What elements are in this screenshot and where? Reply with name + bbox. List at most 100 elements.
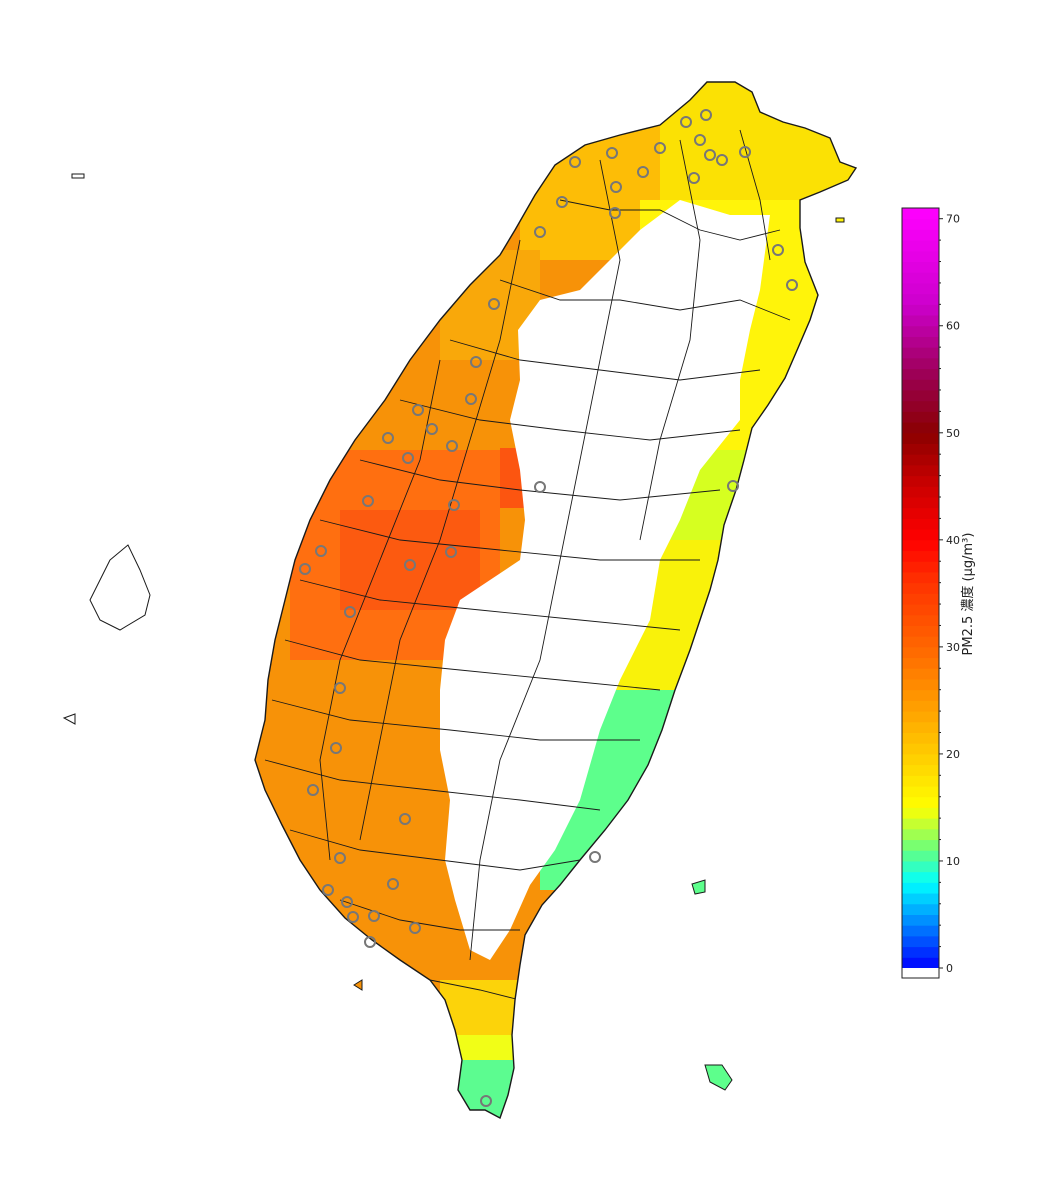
station-marker xyxy=(322,884,334,896)
colorbar-swatch xyxy=(902,368,939,380)
colorbar-tick-label: 60 xyxy=(946,320,960,333)
northeast-islet xyxy=(835,217,845,223)
colorbar-below-min xyxy=(902,968,939,978)
station-marker xyxy=(362,495,374,507)
colorbar-swatch xyxy=(902,582,939,594)
colorbar-swatch xyxy=(902,347,939,359)
colorbar-tick-label: 30 xyxy=(946,641,960,654)
colorbar-swatch xyxy=(902,411,939,423)
station-marker xyxy=(334,852,346,864)
colorbar-swatch xyxy=(902,657,939,669)
station-marker xyxy=(412,404,424,416)
station-marker xyxy=(534,481,546,493)
station-marker xyxy=(446,440,458,452)
colorbar-swatch xyxy=(902,818,939,830)
colorbar-swatch xyxy=(902,389,939,402)
colorbar-tick-label: 70 xyxy=(946,213,960,226)
station-marker xyxy=(680,116,692,128)
colorbar-swatch xyxy=(902,614,939,626)
colorbar-swatch xyxy=(902,839,939,851)
colorbar-swatch xyxy=(902,753,939,766)
colorbar-swatch xyxy=(902,625,939,637)
station-marker xyxy=(727,480,739,492)
colorbar-swatch xyxy=(902,604,939,616)
colorbar-swatch xyxy=(902,464,939,477)
colorbar-swatch xyxy=(902,700,939,712)
station-marker xyxy=(688,172,700,184)
station-marker xyxy=(341,896,353,908)
station-marker xyxy=(409,922,421,934)
station-marker xyxy=(330,742,342,754)
colorbar-ticks: 0 10 20 30 40 50 60 70 xyxy=(939,213,960,975)
colorbar-swatch xyxy=(902,550,939,562)
colorbar-swatch xyxy=(902,764,939,776)
station-marker xyxy=(694,134,706,146)
colorbar-swatch xyxy=(902,796,939,808)
station-marker xyxy=(448,499,460,511)
colorbar-swatch xyxy=(902,475,939,487)
colorbar-swatch xyxy=(902,903,939,915)
colorbar-swatch xyxy=(902,250,939,263)
station-marker xyxy=(609,207,621,219)
colorbar-swatch xyxy=(902,593,939,605)
colorbar-swatch xyxy=(902,282,939,295)
station-marker xyxy=(465,393,477,405)
colorbar-swatch xyxy=(902,272,939,284)
colorbar-swatch xyxy=(902,786,939,798)
station-marker xyxy=(404,559,416,571)
station-marker xyxy=(654,142,666,154)
colorbar-swatch xyxy=(902,529,939,541)
colorbar-swatch xyxy=(902,925,939,937)
colorbar-swatch xyxy=(902,315,939,327)
colorbar-tick-label: 0 xyxy=(946,962,953,975)
colorbar-swatch xyxy=(902,882,939,894)
station-marker xyxy=(488,298,500,310)
station-marker xyxy=(739,146,751,158)
pollution-field xyxy=(255,82,856,1118)
colorbar-swatch xyxy=(902,828,939,841)
colorbar-swatch xyxy=(902,636,939,648)
colorbar-swatch xyxy=(902,454,939,466)
colorbar-swatch xyxy=(902,561,939,573)
station-marker xyxy=(637,166,649,178)
colorbar-swatch xyxy=(902,325,939,337)
colorbar-swatch xyxy=(902,646,939,659)
station-marker xyxy=(700,109,712,121)
colorbar-swatch xyxy=(902,304,939,316)
colorbar-swatch xyxy=(902,860,939,873)
mountain-no-data xyxy=(440,200,770,960)
colorbar-swatch xyxy=(902,711,939,723)
colorbar-frame xyxy=(901,207,940,979)
colorbar-swatch xyxy=(902,689,939,701)
colorbar-swatch xyxy=(902,240,939,252)
colorbar-swatch xyxy=(902,571,939,584)
colorbar-swatch xyxy=(902,957,939,969)
liuqiu-island xyxy=(353,979,363,991)
colorbar-swatch xyxy=(902,293,939,305)
station-marker xyxy=(589,851,601,863)
colorbar-swatch xyxy=(902,486,939,498)
station-marker xyxy=(445,546,457,558)
colorbar-swatch xyxy=(902,432,939,444)
station-marker xyxy=(772,244,784,256)
colorbar-tick-label: 50 xyxy=(946,427,960,440)
colorbar-tick-label: 10 xyxy=(946,855,960,868)
colorbar-swatch xyxy=(902,400,939,412)
colorbar-swatch xyxy=(902,443,939,455)
colorbar-swatch xyxy=(902,775,939,787)
station-marker xyxy=(382,432,394,444)
dongji-islet xyxy=(62,713,76,725)
station-marker xyxy=(704,149,716,161)
south-tip-green xyxy=(440,1060,540,1118)
orchid-island xyxy=(704,1064,733,1091)
station-marker xyxy=(480,1095,492,1107)
station-marker xyxy=(368,910,380,922)
colorbar: 0 10 20 30 40 50 60 70 PM2.5 濃度 (μg/m³) xyxy=(901,207,976,979)
colorbar-swatch xyxy=(902,507,939,519)
colorbar-swatch xyxy=(902,935,939,948)
station-marker xyxy=(364,936,376,948)
station-marker xyxy=(426,423,438,435)
colorbar-swatch xyxy=(902,208,939,220)
colorbar-swatch xyxy=(902,743,939,755)
